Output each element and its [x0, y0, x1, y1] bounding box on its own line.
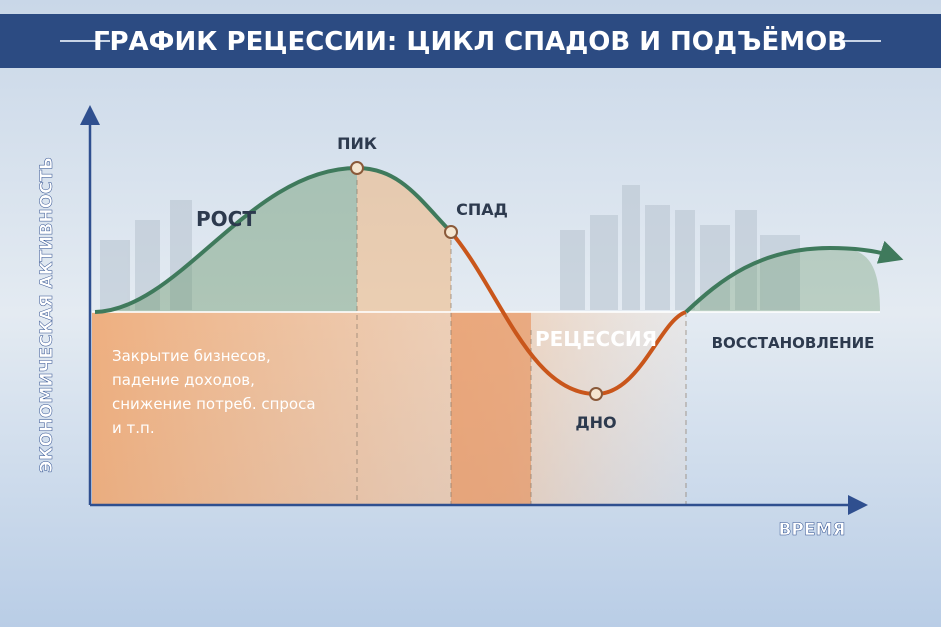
recovery-area: [686, 248, 880, 312]
trough-label: ДНО: [575, 413, 616, 432]
growth-area: [95, 168, 357, 312]
description-line: Закрытие бизнесов,: [112, 347, 271, 365]
peak-label: ПИК: [337, 134, 377, 153]
decline-point: [444, 225, 458, 239]
peak-area: [357, 168, 451, 312]
dividers: [356, 180, 687, 505]
title: ГРАФИК РЕЦЕССИИ: ЦИКЛ СПАДОВ И ПОДЪЁМОВ: [93, 25, 847, 57]
description-line: падение доходов,: [112, 371, 255, 389]
recession-label: РЕЦЕССИЯ: [535, 327, 657, 351]
growth-label: РОСТ: [196, 207, 256, 231]
title-bar: [0, 14, 941, 68]
recovery-label: ВОССТАНОВЛЕНИЕ: [712, 334, 875, 352]
decline-area: [451, 312, 531, 505]
description-line: снижение потреб. спроса: [112, 395, 316, 413]
peak-point: [350, 161, 364, 175]
curve-recovery: [684, 240, 904, 314]
curve-growth: [94, 165, 453, 314]
city: [100, 185, 800, 310]
trough-point: [589, 387, 603, 401]
recession-area: [92, 312, 686, 505]
decline-label: СПАД: [456, 200, 508, 219]
x-axis-label: ВРЕМЯ: [778, 520, 845, 540]
description-line: и т.п.: [112, 419, 155, 437]
y-axis-label: ЭКОНОМИЧЕСКАЯ АКТИВНОСТЬ: [37, 157, 57, 473]
